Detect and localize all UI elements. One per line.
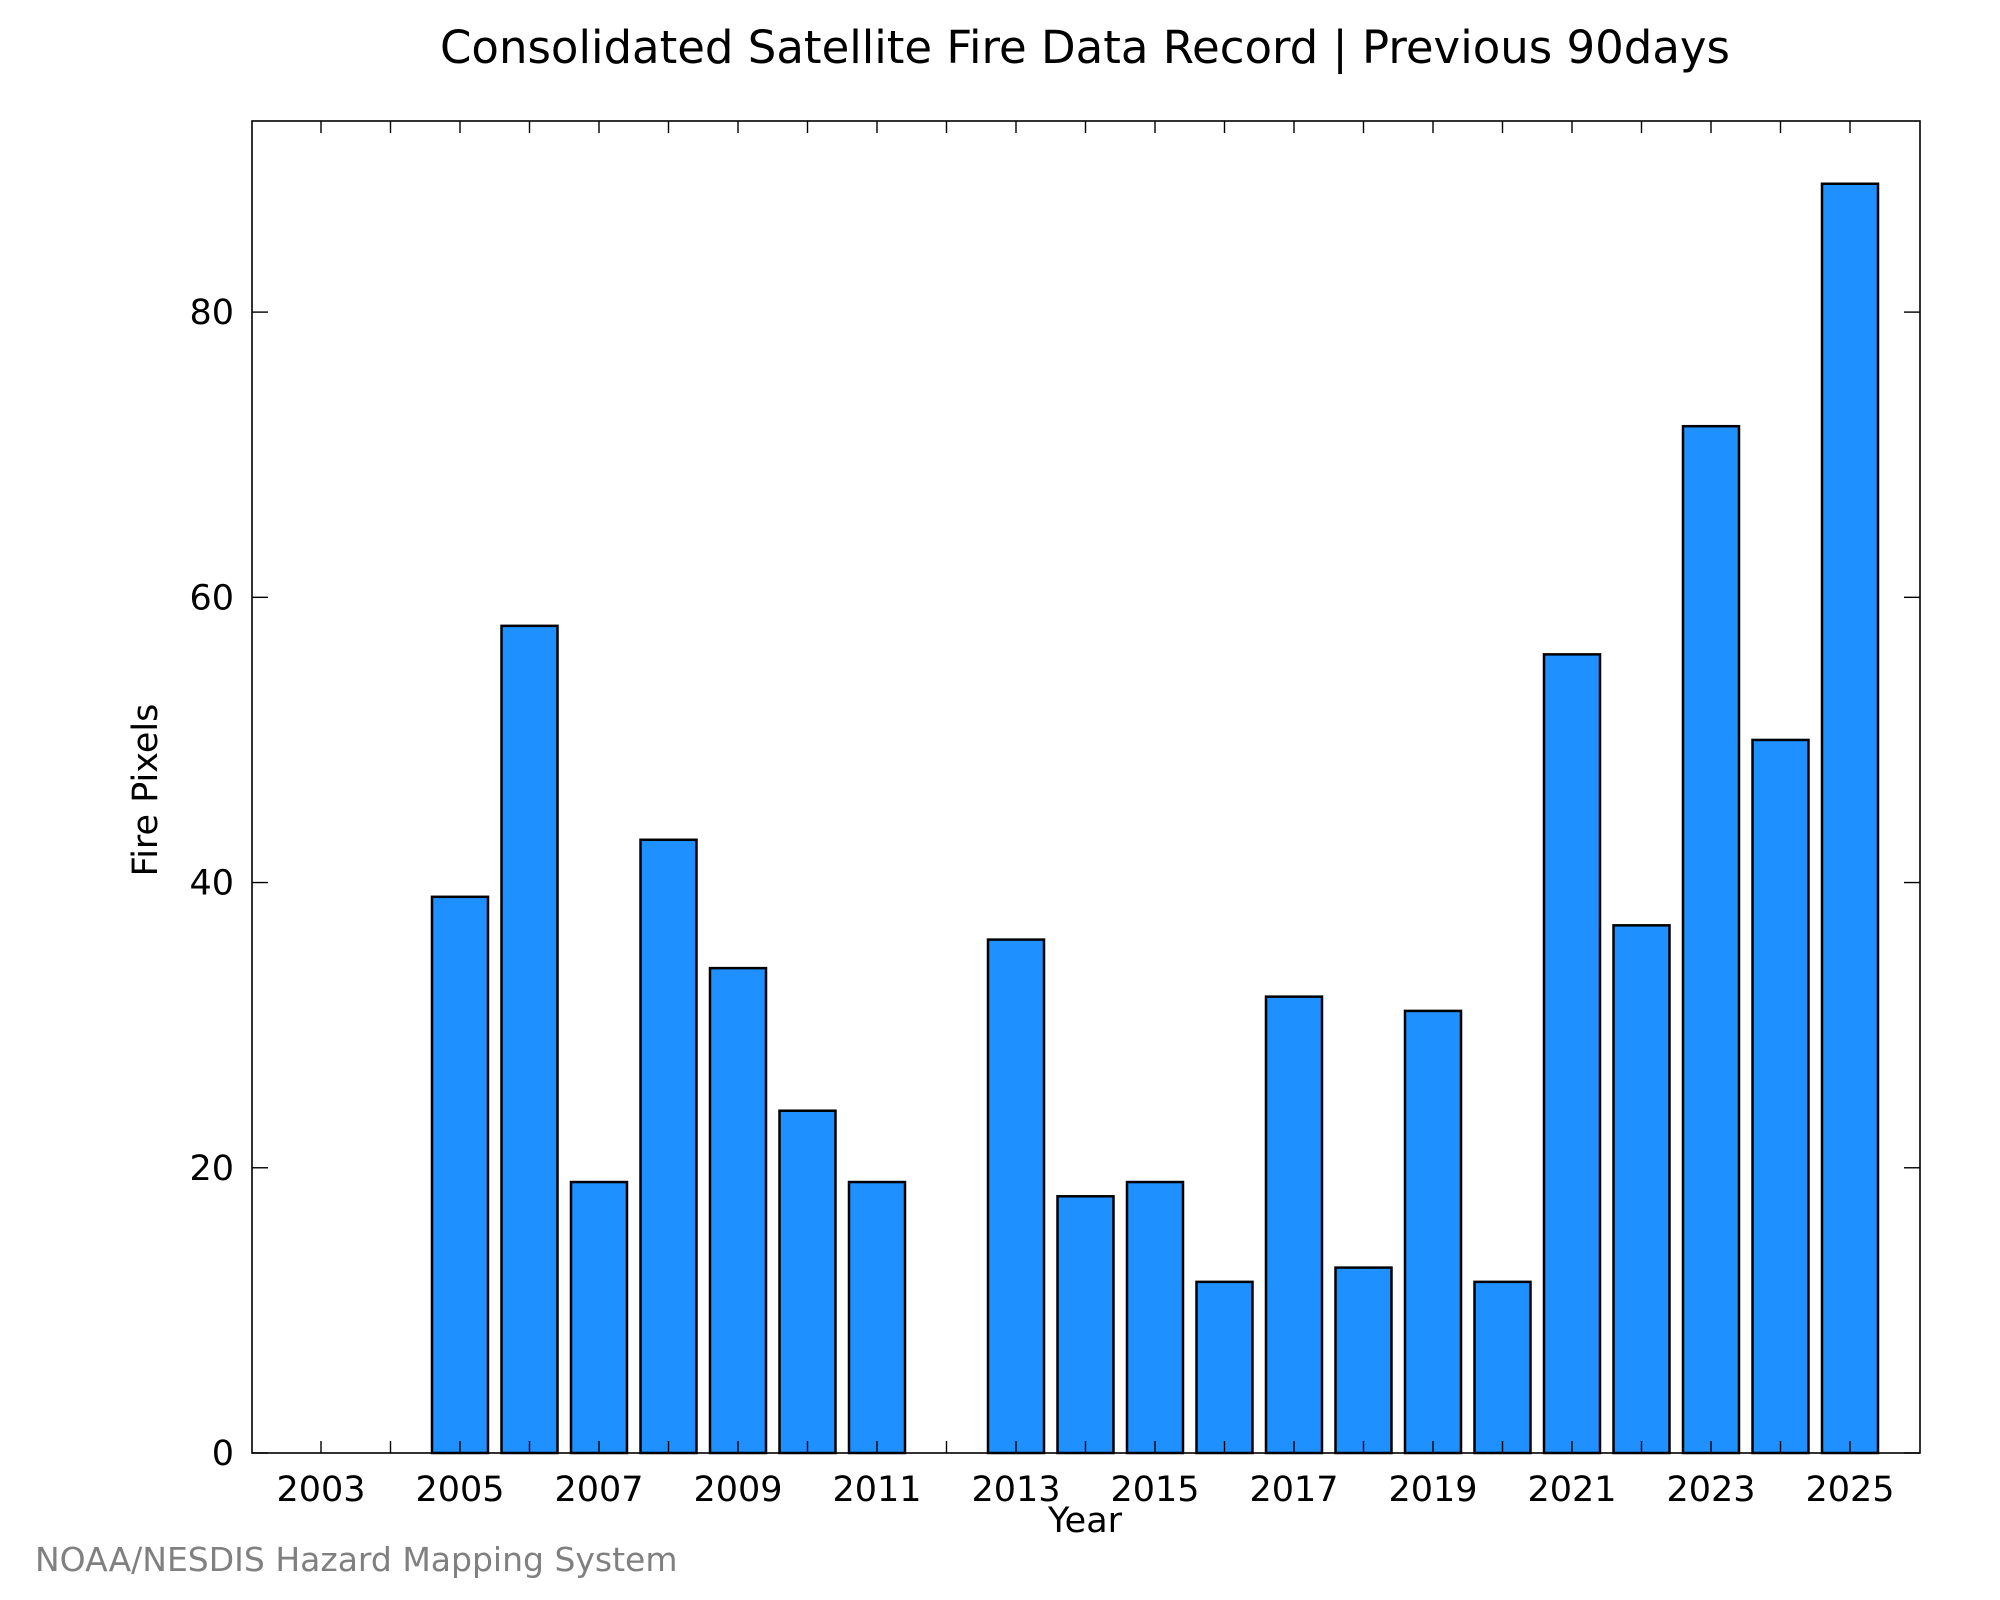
x-tick-label-2003: 2003 <box>276 1470 365 1510</box>
bar-2014 <box>1056 1195 1115 1455</box>
y-tick-label-40: 40 <box>189 864 234 904</box>
bar-2022 <box>1612 924 1671 1455</box>
bar-2006 <box>500 624 559 1455</box>
y-tick-label-20: 20 <box>189 1149 234 1189</box>
x-axis-label: Year <box>1047 1501 1123 1541</box>
y-axis-label: Fire Pixels <box>126 704 166 877</box>
bar-2007 <box>569 1180 629 1455</box>
y-tick-label-80: 80 <box>189 293 234 333</box>
bar-2008 <box>639 838 698 1455</box>
bar-2005 <box>430 895 490 1455</box>
footer-credit: NOAA/NESDIS Hazard Mapping System <box>35 1540 678 1579</box>
x-tick-label-2005: 2005 <box>415 1470 504 1510</box>
bar-2023 <box>1681 424 1741 1455</box>
bar-2009 <box>708 966 768 1455</box>
bar-2010 <box>778 1109 837 1455</box>
x-tick-label-2009: 2009 <box>693 1470 782 1510</box>
y-ticks-group: 0 20 40 60 80 <box>189 293 1920 1474</box>
x-tick-label-2025: 2025 <box>1805 1470 1894 1510</box>
bars-group <box>430 182 1880 1455</box>
bar-2020 <box>1473 1280 1532 1455</box>
bar-2024 <box>1751 738 1810 1455</box>
x-tick-label-2021: 2021 <box>1527 1470 1616 1510</box>
x-tick-label-2011: 2011 <box>832 1470 921 1510</box>
x-tick-label-2013: 2013 <box>971 1470 1060 1510</box>
bar-2016 <box>1195 1280 1254 1455</box>
bar-2017 <box>1264 995 1324 1455</box>
x-tick-label-2023: 2023 <box>1666 1470 1755 1510</box>
x-ticks-group: 2003 2005 2007 2009 2011 2013 2015 2017 2019 2021… <box>276 121 1895 1510</box>
plot-frame <box>251 120 1921 1454</box>
chart-title: Consolidated Satellite Fire Data Record … <box>440 21 1730 74</box>
x-tick-label-2019: 2019 <box>1388 1470 1477 1510</box>
x-tick-label-2007: 2007 <box>554 1470 643 1510</box>
bar-2021 <box>1542 653 1602 1455</box>
bar-2013 <box>986 938 1046 1455</box>
bar-2018 <box>1334 1266 1393 1455</box>
bar-2025 <box>1820 182 1880 1455</box>
y-tick-label-60: 60 <box>189 578 234 618</box>
x-tick-label-2017: 2017 <box>1249 1470 1338 1510</box>
bar-2011 <box>847 1180 907 1455</box>
bar-2019 <box>1403 1009 1463 1455</box>
x-tick-label-2015: 2015 <box>1110 1470 1199 1510</box>
bar-2015 <box>1125 1180 1185 1455</box>
y-tick-label-0: 0 <box>212 1434 234 1474</box>
